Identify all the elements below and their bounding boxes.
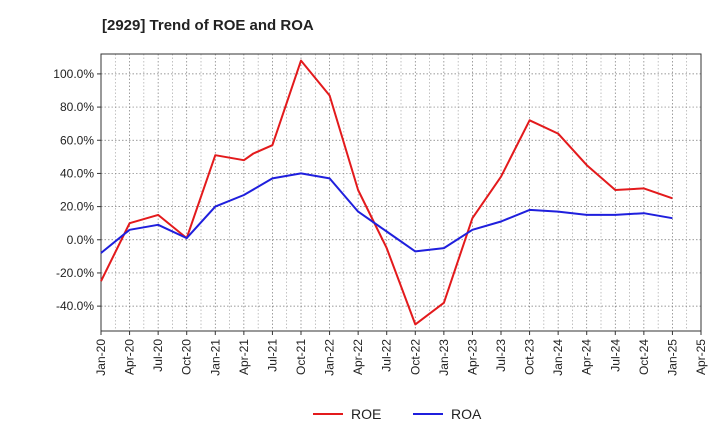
x-tick-label: Jan-25 [665,339,679,376]
plot-area [100,53,702,332]
series-lines [100,59,673,326]
legend-label-roe: ROE [351,406,381,422]
chart-title: [2929] Trend of ROE and ROA [102,17,314,34]
y-tick-label: 60.0% [60,133,94,147]
series-line-roe [100,59,673,326]
x-tick-label: Apr-24 [580,339,594,375]
legend: ROE ROA [313,406,482,422]
y-tick-label: -20.0% [56,266,94,280]
y-tick-label: 100.0% [53,67,94,81]
x-tick-label: Apr-23 [465,339,479,375]
series-line-roa [100,172,673,254]
y-tick-label: 20.0% [60,200,94,214]
x-tick-label: Oct-24 [637,339,651,375]
y-tick-label: 80.0% [60,100,94,114]
y-axis: -40.0% -20.0% 0.0% 20.0% 40.0% 60.0% 80.0% 100.… [53,67,101,313]
legend-label-roa: ROA [451,406,482,422]
x-tick-label: Oct-23 [523,339,537,375]
x-tick-label: Jan-24 [551,339,565,376]
x-tick-label: Oct-21 [294,339,308,375]
x-tick-label: Jul-24 [608,339,622,372]
x-tick-label: Apr-20 [123,339,137,375]
y-tick-label: -40.0% [56,299,94,313]
x-tick-label: Apr-25 [694,339,708,375]
y-tick-label: 0.0% [67,233,95,247]
x-tick-label: Jul-20 [151,339,165,372]
x-tick-label: Oct-22 [408,339,422,375]
x-tick-label: Apr-21 [237,339,251,375]
x-tick-label: Apr-22 [351,339,365,375]
x-tick-label: Oct-20 [180,339,194,375]
y-tick-label: 40.0% [60,166,94,180]
x-tick-label: Jan-23 [437,339,451,376]
x-tick-label: Jan-22 [323,339,337,376]
x-tick-label: Jan-21 [208,339,222,376]
x-axis: Jan-20 Apr-20 Jul-20 Oct-20 Jan-21 Apr-21 Jul-… [94,331,708,376]
x-tick-label: Jul-21 [265,339,279,372]
x-tick-label: Jan-20 [94,339,108,376]
x-tick-label: Jul-22 [380,339,394,372]
plot-frame [100,53,702,332]
x-tick-label: Jul-23 [494,339,508,372]
